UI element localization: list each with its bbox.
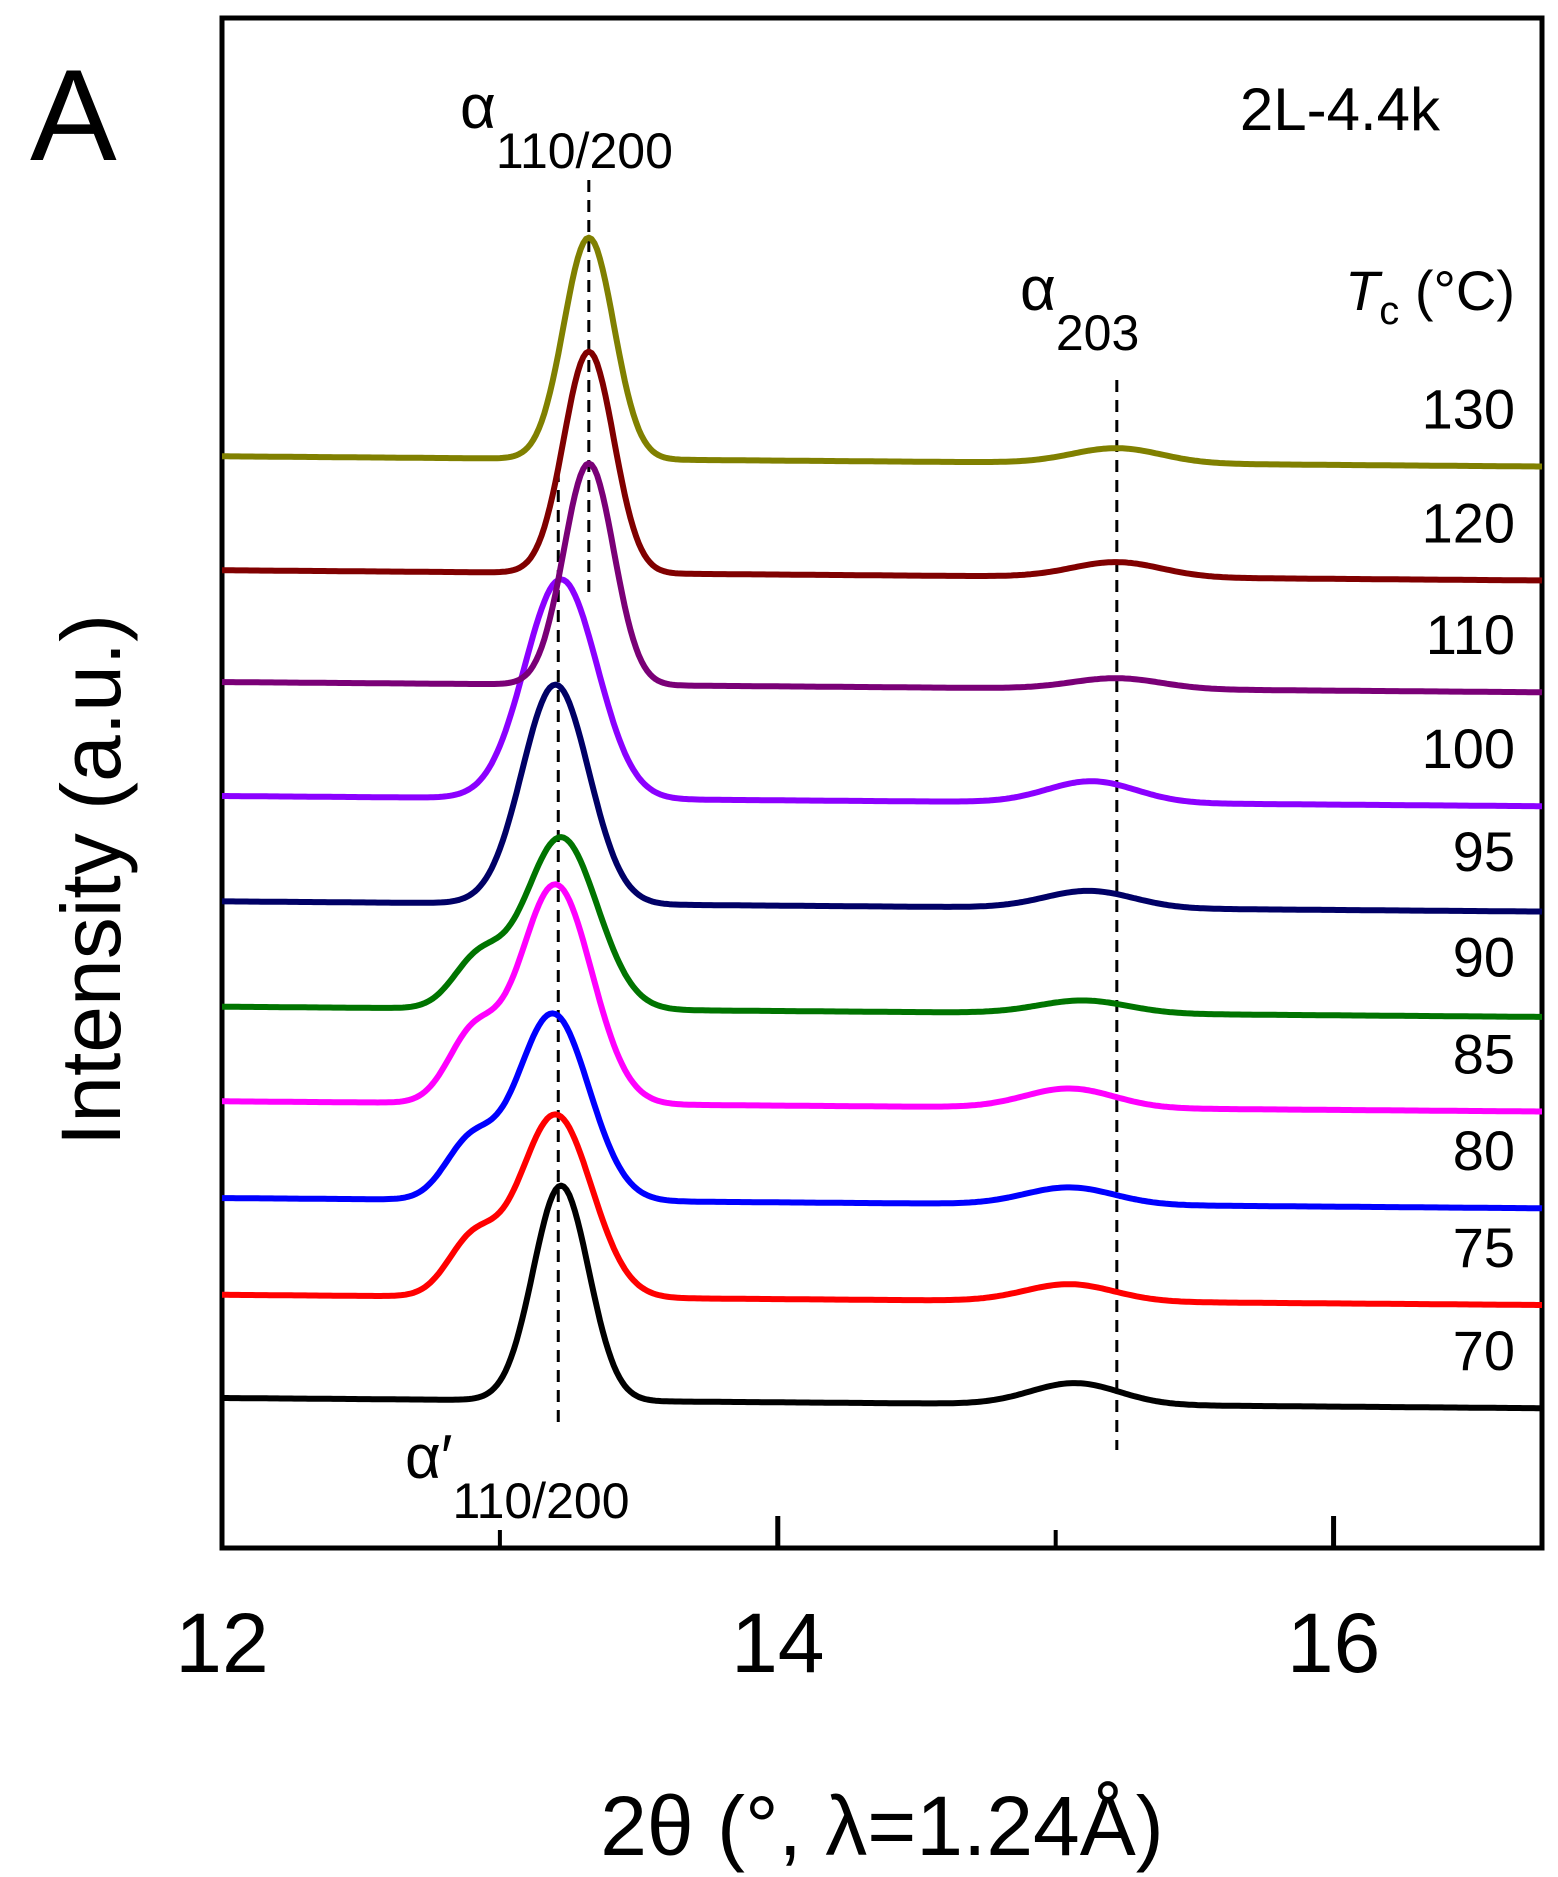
alpha-prime-110-200-label: α′110/200 [405, 1423, 630, 1529]
legend-title: Tc (°C) [1345, 259, 1515, 333]
reference-lines [556, 180, 1119, 1450]
series-line-80 [221, 1010, 1543, 1212]
series-label-80: 80 [1453, 1119, 1515, 1182]
x-tick-label: 14 [731, 1596, 824, 1690]
panel-label: A [30, 42, 117, 188]
series-label-85: 85 [1453, 1022, 1515, 1085]
series-line-130 [221, 234, 1543, 470]
series-group [221, 234, 1543, 1412]
series-label-100: 100 [1422, 717, 1515, 780]
series-label-75: 75 [1453, 1216, 1515, 1279]
series-label-70: 70 [1453, 1319, 1515, 1382]
series-label-130: 130 [1422, 377, 1515, 440]
x-tick-label: 16 [1287, 1596, 1380, 1690]
x-ticks: 12 14 16 [175, 1516, 1380, 1690]
series-label-120: 120 [1422, 491, 1515, 554]
alpha-110-200-label: α110/200 [460, 73, 673, 179]
series-label-90: 90 [1453, 926, 1515, 989]
y-axis-label: Intensity (a.u.) [44, 614, 138, 1146]
sample-label: 2L-4.4k [1240, 76, 1441, 143]
series-label-95: 95 [1453, 820, 1515, 883]
series-line-75 [221, 1111, 1543, 1308]
series-line-120 [221, 348, 1543, 584]
series-line-110 [221, 460, 1543, 696]
alpha-203-label: α203 [1020, 255, 1139, 361]
x-axis-label: 2θ (°, λ=1.24Å) [600, 1779, 1164, 1873]
series-line-95 [221, 681, 1543, 915]
series-line-100 [221, 576, 1543, 810]
series-line-90 [221, 834, 1543, 1020]
plot-frame [219, 15, 1545, 1551]
series-label-110: 110 [1426, 603, 1515, 666]
series-line-85 [221, 881, 1543, 1115]
x-tick-label: 12 [175, 1596, 268, 1690]
series-labels: 70 75 80 85 90 95 100 110 120 130 [1422, 377, 1515, 1382]
series-line-70 [221, 1182, 1543, 1412]
